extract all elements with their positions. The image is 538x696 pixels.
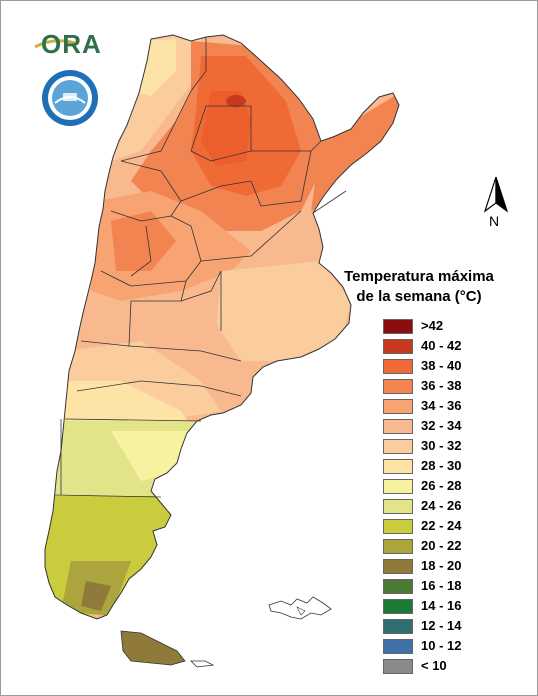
legend-item: 34 - 36 bbox=[383, 397, 503, 417]
legend-label: 28 - 30 bbox=[421, 458, 462, 473]
legend-swatch bbox=[383, 479, 413, 494]
ora-logo: ORA bbox=[33, 29, 105, 59]
legend-swatch bbox=[383, 339, 413, 354]
legend-label: 20 - 22 bbox=[421, 538, 462, 553]
legend-label: 38 - 40 bbox=[421, 358, 462, 373]
north-arrow: N bbox=[479, 175, 513, 231]
legend-item: 12 - 14 bbox=[383, 617, 503, 637]
legend-swatch bbox=[383, 559, 413, 574]
legend-item: 36 - 38 bbox=[383, 377, 503, 397]
legend-item: 24 - 26 bbox=[383, 497, 503, 517]
ora-logo-text: ORA bbox=[41, 29, 102, 59]
legend-items: >42 40 - 42 38 - 40 36 - 38 34 - 36 32 - 34 30… bbox=[383, 317, 503, 677]
legend-swatch bbox=[383, 579, 413, 594]
legend-swatch bbox=[383, 379, 413, 394]
legend-swatch bbox=[383, 359, 413, 374]
legend-swatch bbox=[383, 519, 413, 534]
legend-label: 14 - 16 bbox=[421, 598, 462, 613]
legend-item: 20 - 22 bbox=[383, 537, 503, 557]
legend-label: < 10 bbox=[421, 658, 447, 673]
legend-swatch bbox=[383, 319, 413, 334]
legend-item: 14 - 16 bbox=[383, 597, 503, 617]
legend-swatch bbox=[383, 539, 413, 554]
legend-item: 38 - 40 bbox=[383, 357, 503, 377]
legend-label: 40 - 42 bbox=[421, 338, 462, 353]
legend-swatch bbox=[383, 459, 413, 474]
legend-swatch bbox=[383, 399, 413, 414]
seal-icon bbox=[42, 70, 98, 126]
legend-swatch bbox=[383, 599, 413, 614]
legend-item: 16 - 18 bbox=[383, 577, 503, 597]
legend-swatch bbox=[383, 419, 413, 434]
legend-label: 32 - 34 bbox=[421, 418, 462, 433]
legend-swatch bbox=[383, 639, 413, 654]
legend-item: >42 bbox=[383, 317, 503, 337]
legend-label: 24 - 26 bbox=[421, 498, 462, 513]
legend-swatch bbox=[383, 499, 413, 514]
north-arrow-icon bbox=[483, 176, 509, 213]
legend-swatch bbox=[383, 619, 413, 634]
legend-label: 16 - 18 bbox=[421, 578, 462, 593]
legend-swatch bbox=[383, 439, 413, 454]
ora-logo-swoosh-icon bbox=[34, 39, 76, 49]
legend-item: < 10 bbox=[383, 657, 503, 677]
legend-item: 28 - 30 bbox=[383, 457, 503, 477]
legend-title-line-2: de la semana (°C) bbox=[356, 288, 482, 305]
legend-item: 22 - 24 bbox=[383, 517, 503, 537]
legend-swatch bbox=[383, 659, 413, 674]
legend-label: >42 bbox=[421, 318, 444, 333]
legend: Temperatura máxima de la semana (°C) >42… bbox=[341, 267, 511, 674]
agency-seal bbox=[41, 69, 99, 127]
legend-item: 30 - 32 bbox=[383, 437, 503, 457]
legend-label: 34 - 36 bbox=[421, 398, 462, 413]
legend-label: 26 - 28 bbox=[421, 478, 462, 493]
legend-label: 12 - 14 bbox=[421, 618, 462, 633]
legend-item: 18 - 20 bbox=[383, 557, 503, 577]
legend-label: 36 - 38 bbox=[421, 378, 462, 393]
legend-item: 26 - 28 bbox=[383, 477, 503, 497]
legend-item: 10 - 12 bbox=[383, 637, 503, 657]
legend-label: 18 - 20 bbox=[421, 558, 462, 573]
legend-label: 30 - 32 bbox=[421, 438, 462, 453]
legend-item: 40 - 42 bbox=[383, 337, 503, 357]
legend-item: 32 - 34 bbox=[383, 417, 503, 437]
north-label: N bbox=[489, 213, 500, 229]
legend-label: 10 - 12 bbox=[421, 638, 462, 653]
legend-label: 22 - 24 bbox=[421, 518, 462, 533]
legend-title-line-1: Temperatura máxima bbox=[344, 268, 494, 285]
